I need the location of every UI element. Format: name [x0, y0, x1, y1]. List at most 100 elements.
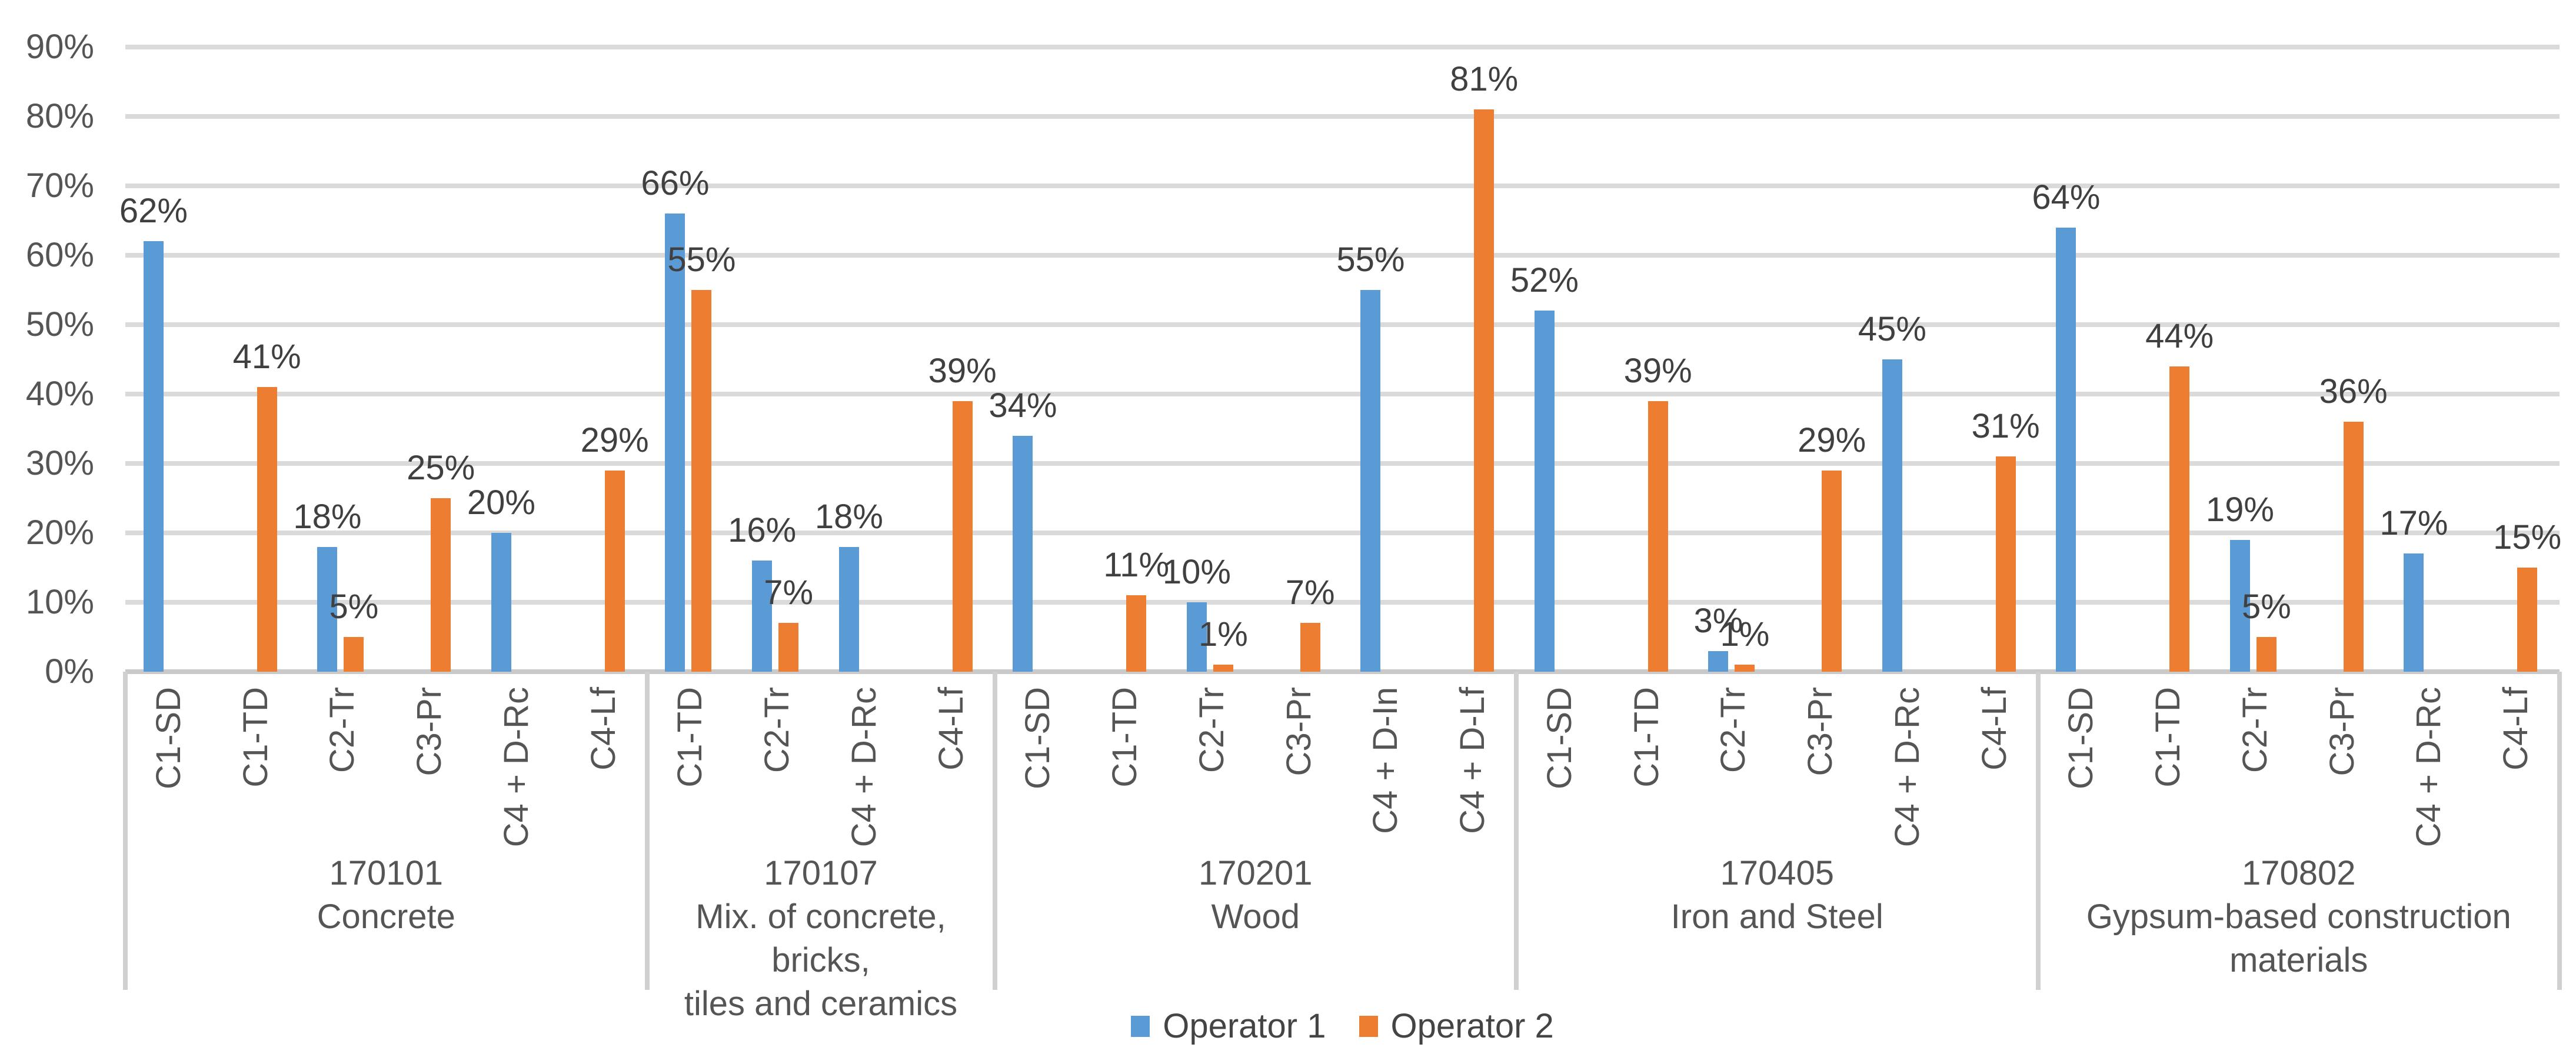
bar-operator2: [1995, 456, 2016, 672]
bar-operator2: [952, 401, 973, 672]
group-label-line: 170107: [764, 854, 878, 892]
group-label-line: Wood: [1211, 898, 1300, 936]
group-separator: [992, 672, 997, 990]
data-label: 20%: [467, 483, 535, 522]
gridline-40: [125, 392, 2560, 396]
bar-operator2: [1648, 401, 1668, 672]
legend-swatch-operator2: [1359, 1016, 1378, 1037]
category-axis-label: C1-TD: [2149, 687, 2188, 788]
bar-operator2: [431, 498, 451, 672]
y-axis-tick-label: 10%: [25, 583, 94, 621]
data-label: 17%: [2379, 504, 2448, 543]
data-label: 15%: [2493, 518, 2562, 556]
bar-operator2: [2343, 422, 2364, 672]
group-label-170405: 170405 Iron and Steel: [1516, 852, 2038, 939]
bar-operator2: [1735, 665, 1755, 672]
group-label-line: tiles and ceramics: [684, 985, 958, 1023]
data-label: 29%: [1798, 421, 1866, 459]
group-label-170201: 170201 Wood: [995, 852, 1517, 939]
group-separator: [644, 672, 650, 990]
bar-operator2: [691, 290, 712, 672]
data-label: 31%: [1971, 407, 2040, 446]
bar-operator1: [1534, 311, 1555, 672]
data-label: 45%: [1858, 310, 1926, 348]
data-label: 19%: [2205, 490, 2274, 529]
bar-operator1: [1013, 435, 1033, 672]
bar-operator2: [2256, 637, 2277, 672]
data-label: 44%: [2145, 316, 2214, 355]
data-label: 52%: [1510, 261, 1579, 300]
category-axis-label: C3-Pr: [1279, 687, 1318, 776]
data-label: 39%: [928, 351, 997, 390]
data-label: 5%: [2241, 588, 2291, 626]
data-label: 7%: [764, 573, 814, 612]
y-axis-tick-label: 50%: [25, 305, 94, 343]
legend-item-operator1: Operator 1: [1131, 1007, 1326, 1046]
bar-operator1: [1186, 602, 1207, 672]
bar-operator2: [1126, 595, 1147, 672]
data-label: 16%: [728, 511, 797, 550]
category-axis-label: C4 + D-Lf: [1453, 687, 1492, 834]
data-label: 10%: [1162, 553, 1231, 591]
group-label-line: Mix. of concrete, bricks,: [695, 898, 946, 979]
category-axis-label: C3-Pr: [1801, 687, 1840, 776]
data-label: 39%: [1623, 351, 1692, 390]
group-separator: [1514, 672, 1519, 990]
bar-operator2: [778, 623, 799, 672]
bar-operator2: [2517, 568, 2538, 672]
bar-operator2: [604, 470, 625, 672]
category-axis-label: C2-Tr: [2235, 687, 2274, 773]
group-label-line: 170802: [2241, 854, 2356, 892]
group-label-170101: 170101 Concrete: [125, 852, 647, 939]
legend: Operator 1 Operator 2: [125, 1007, 2560, 1046]
data-label: 36%: [2319, 372, 2388, 411]
y-axis-tick-label: 70%: [25, 166, 94, 205]
category-axis-label: C4-Lf: [1975, 687, 2013, 771]
data-label: 5%: [329, 588, 379, 626]
group-label-170802: 170802 Gypsum-based construction materials: [2038, 852, 2560, 982]
group-label-line: 170101: [329, 854, 444, 892]
category-axis-label: C1-TD: [1627, 687, 1666, 788]
y-axis-tick-label: 0%: [45, 652, 94, 691]
group-separator: [2557, 672, 2562, 990]
bar-operator2: [1474, 109, 1495, 672]
bar-operator2: [257, 387, 277, 672]
data-label: 1%: [1720, 615, 1770, 654]
group-separator: [123, 672, 128, 990]
data-label: 1%: [1198, 615, 1248, 654]
group-label-line: 170201: [1198, 854, 1313, 892]
bar-operator2: [2169, 366, 2190, 672]
bar-operator1: [1360, 290, 1381, 672]
category-axis-label: C1-SD: [2062, 687, 2101, 790]
data-label: 11%: [1103, 546, 1170, 585]
group-label-line: materials: [2229, 941, 2368, 979]
bar-operator1: [752, 561, 773, 672]
y-axis-tick-label: 80%: [25, 97, 94, 135]
data-label: 66%: [641, 164, 710, 203]
group-label-170107: 170107 Mix. of concrete, bricks, tiles and…: [647, 852, 995, 1026]
bar-operator1: [1708, 651, 1729, 672]
data-label: 41%: [232, 338, 301, 376]
bar-operator1: [2229, 539, 2250, 672]
data-label: 62%: [119, 192, 188, 231]
data-label: 25%: [407, 449, 475, 487]
x-axis-line: [125, 669, 2560, 674]
category-axis-label: C1-SD: [1540, 687, 1579, 790]
group-label-line: 170405: [1720, 854, 1835, 892]
y-axis-tick-label: 60%: [25, 236, 94, 274]
bar-operator1: [491, 533, 511, 672]
category-axis-label: C4 + D-Rc: [844, 687, 883, 848]
category-axis-label: C1-TD: [671, 687, 710, 788]
gridline-80: [125, 114, 2560, 119]
category-axis-label: C1-SD: [1019, 687, 1057, 790]
group-label-line: Concrete: [317, 898, 455, 936]
category-axis-label: C4 + D-Rc: [1888, 687, 1926, 848]
gridline-90: [125, 45, 2560, 49]
group-separator: [2035, 672, 2041, 990]
category-axis-label: C4-Lf: [931, 687, 970, 771]
data-label: 55%: [1336, 241, 1405, 279]
bar-operator1: [317, 546, 338, 672]
category-axis-label: C1-SD: [149, 687, 188, 790]
group-label-line: Gypsum-based construction: [2086, 898, 2511, 936]
category-axis-label: C2-Tr: [323, 687, 362, 773]
